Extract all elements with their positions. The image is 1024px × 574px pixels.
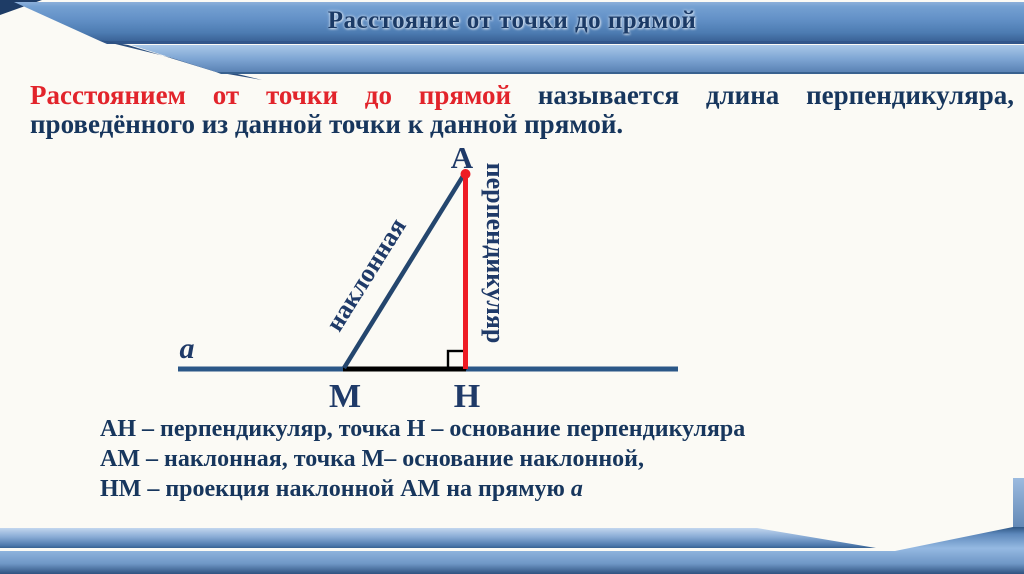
- note-text: АН – перпендикуляр, точка Н – основание …: [100, 416, 746, 442]
- bottom-right-strip: [1013, 478, 1024, 533]
- geometry-diagram: a А М Н наклонная перпендикуляр: [178, 140, 678, 412]
- banner-second-band: [131, 45, 1024, 72]
- note-line-slant: АМ – наклонная, точка М– основание накло…: [100, 444, 745, 474]
- bottom-band-lower: [0, 527, 1024, 574]
- slant-segment-am: [342, 174, 465, 370]
- page-title: Расстояние от точки до прямой: [327, 7, 697, 34]
- note-text: АМ – наклонная, точка М– основание накло…: [100, 446, 645, 472]
- definition-paragraph: Расстоянием от точки до прямой называетс…: [30, 81, 1014, 139]
- right-angle-mark: [446, 349, 467, 370]
- label-point-h: Н: [454, 378, 480, 412]
- definition-highlight: Расстоянием от точки до прямой: [30, 80, 512, 110]
- top-banner-decoration: [0, 0, 1024, 80]
- bottom-banner-decoration: [0, 478, 1024, 574]
- slant-label: наклонная: [320, 213, 412, 337]
- banner-shape: [14, 2, 1024, 41]
- bottom-band-upper: [0, 528, 876, 548]
- definition-rest: называется длина перпендикуляра,: [537, 80, 1014, 110]
- label-point-m: М: [329, 378, 361, 412]
- definition-line1: Расстоянием от точки до прямой называетс…: [30, 81, 1014, 110]
- note-line-projection: НМ – проекция наклонной АМ на прямую a: [100, 474, 745, 504]
- label-point-a: А: [451, 140, 474, 175]
- banner-second-band-edge: [216, 72, 1024, 74]
- label-line-a: a: [180, 332, 195, 365]
- banner-bottom-edge: [100, 41, 1024, 44]
- note-text: НМ – проекция наклонной АМ на прямую: [100, 476, 571, 502]
- notes-block: АН – перпендикуляр, точка Н – основание …: [100, 414, 745, 504]
- definition-line2: проведённого из данной точки к данной пр…: [30, 109, 624, 139]
- note-italic: a: [570, 476, 583, 502]
- perpendicular-label: перпендикуляр: [481, 163, 510, 344]
- point-a-dot: [460, 169, 471, 179]
- note-line-perpendicular: АН – перпендикуляр, точка Н – основание …: [100, 414, 745, 444]
